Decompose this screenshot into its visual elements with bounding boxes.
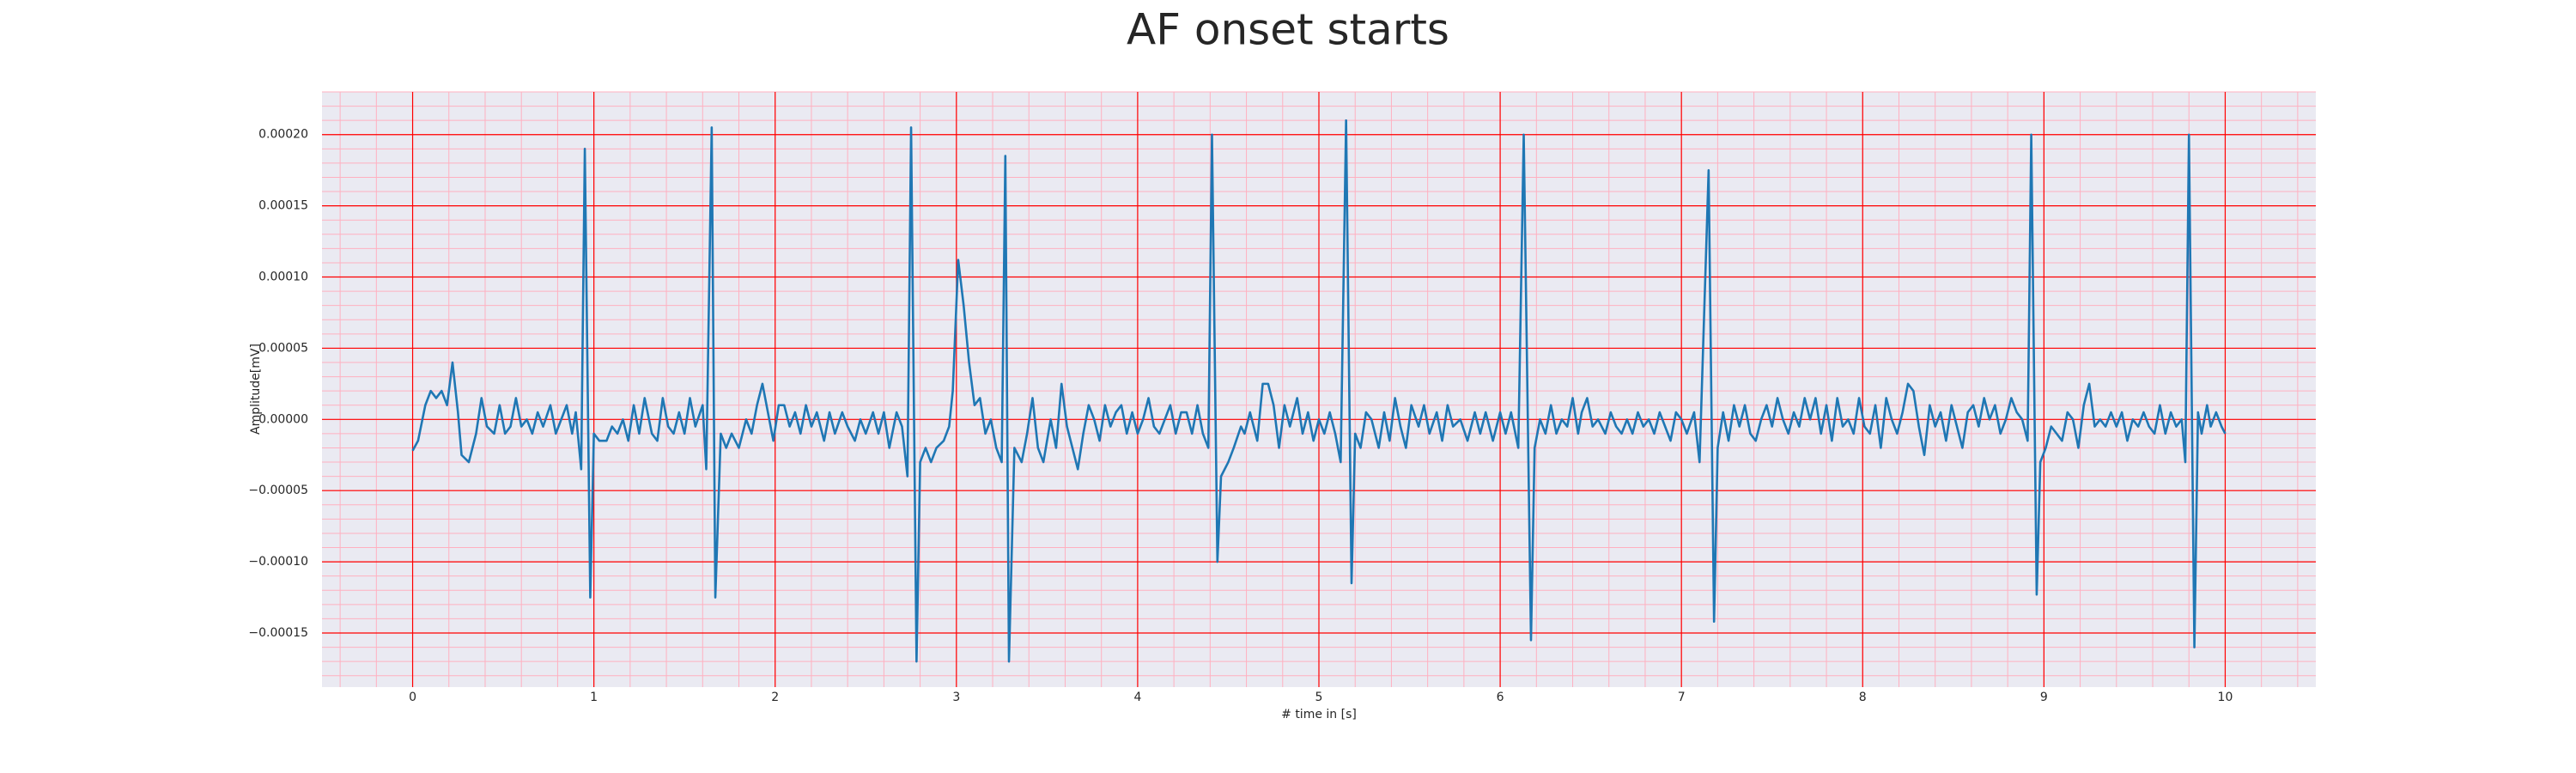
x-tick-label: 2 [771, 691, 779, 704]
y-tick-label: −0.00015 [248, 626, 308, 640]
y-tick-label: −0.00010 [248, 555, 308, 569]
y-tick-label: 0.00020 [258, 128, 308, 142]
x-tick-label: 7 [1678, 691, 1686, 704]
x-tick-label: 0 [409, 691, 416, 704]
x-tick-label: 9 [2040, 691, 2048, 704]
y-tick-label: 0.00010 [258, 271, 308, 284]
x-axis-label: # time in [s] [1281, 708, 1357, 721]
y-tick-label: −0.00005 [248, 484, 308, 497]
x-tick-label: 1 [590, 691, 598, 704]
chart-title: AF onset starts [1127, 5, 1449, 55]
x-tick-label: 4 [1133, 691, 1141, 704]
y-tick-label: 0.00000 [258, 412, 308, 426]
x-tick-label: 3 [952, 691, 960, 704]
signal-line [411, 119, 2227, 663]
x-tick-label: 8 [1859, 691, 1867, 704]
x-tick-label: 6 [1497, 691, 1504, 704]
y-tick-label: 0.00005 [258, 341, 308, 355]
grid [322, 91, 2316, 687]
x-tick-label: 10 [2218, 691, 2233, 704]
y-axis-label: Amplitude[mV] [249, 344, 263, 435]
y-tick-label: 0.00015 [258, 199, 308, 213]
x-tick-label: 5 [1315, 691, 1323, 704]
